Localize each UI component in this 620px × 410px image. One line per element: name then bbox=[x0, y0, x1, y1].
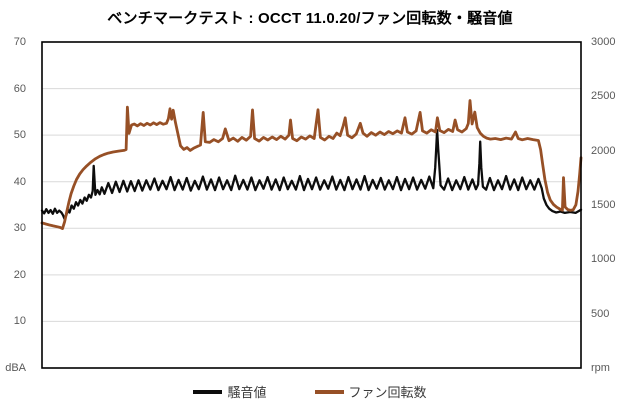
noise-series-line bbox=[40, 128, 583, 221]
chart-legend: 騒音値 ファン回転数 bbox=[0, 382, 620, 401]
fan-series-line bbox=[40, 99, 583, 231]
legend-item-label: 騒音値 bbox=[227, 385, 267, 400]
legend-swatch-line bbox=[193, 389, 223, 394]
legend-item: ファン回転数 bbox=[314, 382, 427, 401]
plot-border bbox=[41, 41, 582, 369]
chart-title: ベンチマークテスト : OCCT 11.0.20/ファン回転数・騒音値 bbox=[107, 10, 513, 27]
legend-swatch-line bbox=[314, 389, 344, 394]
legend-item-label: ファン回転数 bbox=[348, 385, 427, 400]
legend-item: 騒音値 bbox=[193, 382, 267, 401]
